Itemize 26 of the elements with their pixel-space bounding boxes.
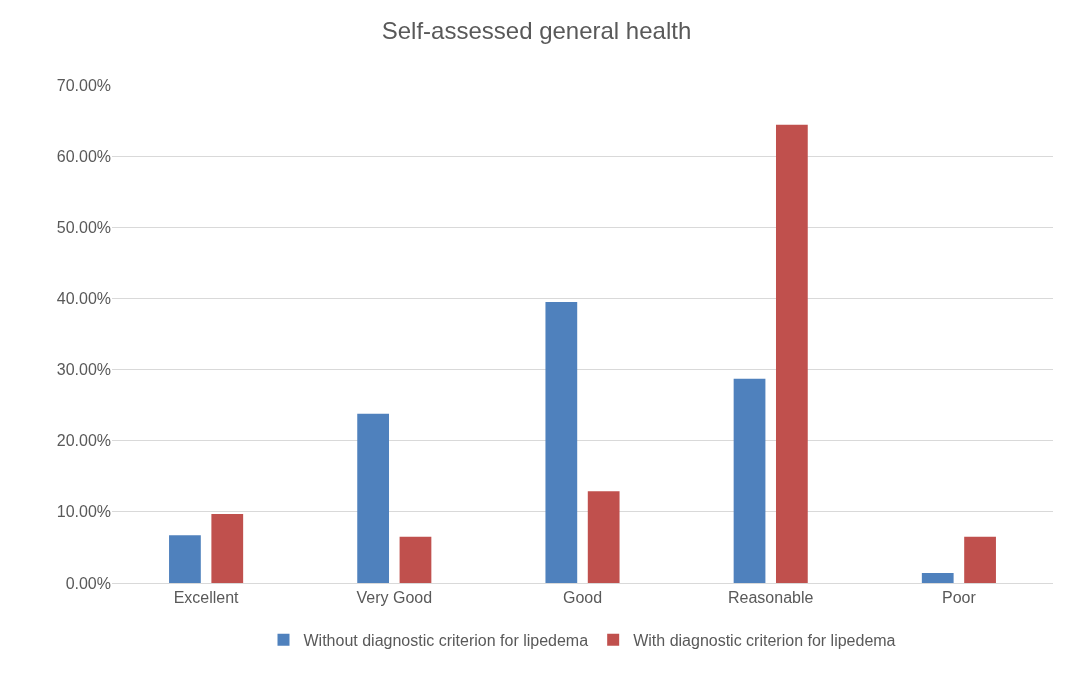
bar bbox=[733, 378, 766, 583]
y-tick-label: 10.00% bbox=[56, 503, 111, 521]
y-tick-label: 60.00% bbox=[56, 147, 111, 165]
bar bbox=[169, 535, 201, 583]
x-tick-label: Good bbox=[562, 589, 603, 607]
x-tick-label: Poor bbox=[942, 589, 977, 607]
y-tick-label: 40.00% bbox=[56, 290, 111, 308]
y-tick-label: 30.00% bbox=[56, 361, 111, 379]
bar bbox=[775, 124, 808, 583]
x-tick-label: Reasonable bbox=[728, 589, 814, 607]
legend-label: With diagnostic criterion for lipedema bbox=[633, 631, 896, 649]
bar bbox=[211, 513, 244, 583]
y-tick-label: 70.00% bbox=[56, 76, 111, 94]
chart-title: Self-assessed general health bbox=[381, 17, 692, 44]
y-tick-label: 50.00% bbox=[56, 218, 111, 236]
bar bbox=[921, 573, 954, 583]
bar bbox=[545, 301, 578, 583]
x-tick-label: Very Good bbox=[356, 589, 433, 607]
legend-label: Without diagnostic criterion for lipedema bbox=[303, 631, 589, 649]
bar bbox=[964, 536, 996, 583]
bar bbox=[587, 491, 620, 583]
y-tick-label: 20.00% bbox=[56, 432, 111, 450]
x-tick-label: Excellent bbox=[173, 589, 240, 607]
bar bbox=[399, 536, 432, 583]
y-tick-label: 0.00% bbox=[65, 574, 111, 592]
bar bbox=[357, 413, 390, 583]
